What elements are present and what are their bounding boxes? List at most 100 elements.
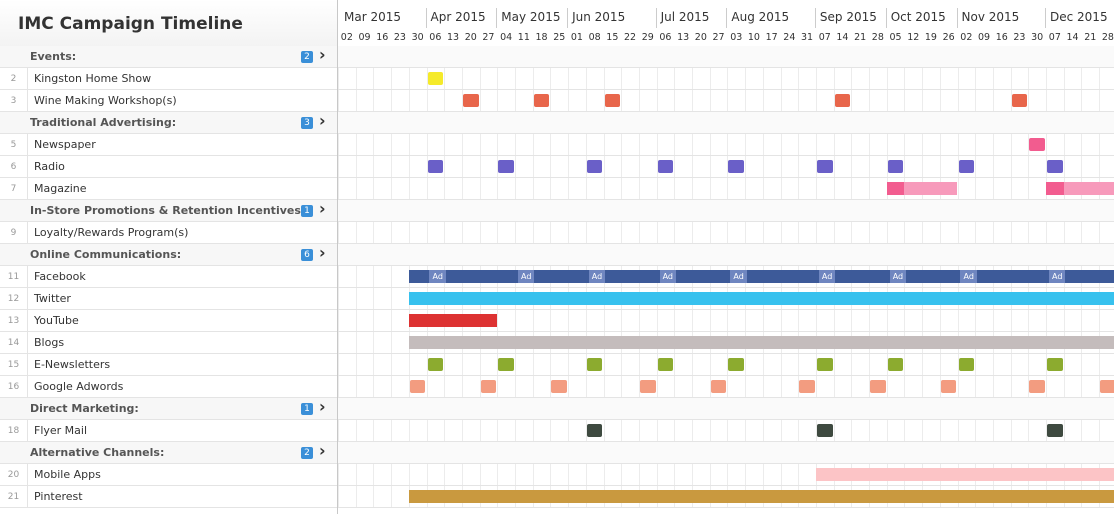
timeline-bar-e-newsletters[interactable] [958,358,975,371]
timeline-bar-e-newsletters[interactable] [887,358,904,371]
group-label: Direct Marketing: [30,402,139,415]
day-label: 12 [907,32,920,43]
group-row[interactable]: Traditional Advertising: 3 › [0,112,337,134]
task-row: 20 Mobile Apps [0,464,337,486]
ad-marker[interactable]: Ad [588,270,606,283]
timeline-bar-e-newsletters[interactable] [816,358,833,371]
timeline-bar-wine-making-workshop-s-[interactable] [1011,94,1028,107]
grid-row-line [338,67,1114,68]
timeline-bar-radio[interactable] [887,160,904,173]
timeline-bar-e-newsletters[interactable] [498,358,514,371]
ad-marker[interactable]: Ad [517,270,535,283]
ad-marker[interactable]: Ad [429,270,446,283]
timeline-bar-google-adwords[interactable] [1029,380,1045,393]
chevron-right-icon[interactable]: › [319,199,326,218]
ad-marker[interactable]: Ad [960,270,977,283]
timeline-bar-google-adwords[interactable] [710,380,727,393]
timeline-bar-flyer-mail[interactable] [586,424,603,437]
timeline-bar-wine-making-workshop-s-[interactable] [462,94,479,107]
timeline-bar-google-adwords[interactable] [480,380,497,393]
timeline-bar-radio[interactable] [498,160,514,173]
timeline-bar-radio[interactable] [586,160,603,173]
ad-marker[interactable]: Ad [659,270,677,283]
task-label: E-Newsletters [34,358,111,371]
day-label: 30 [1031,32,1044,43]
day-label: 18 [535,32,548,43]
timeline-bar-e-newsletters[interactable] [1047,358,1063,371]
chevron-right-icon[interactable]: › [319,111,326,130]
timeline-bar-pinterest[interactable] [408,490,1114,503]
timeline-bar-radio[interactable] [728,160,745,173]
timeline-bar-google-adwords[interactable] [940,380,957,393]
timeline-bar-wine-making-workshop-s-[interactable] [834,94,851,107]
timeline-bar-wine-making-workshop-s-[interactable] [533,94,550,107]
count-badge: 1 [301,205,313,217]
timeline-bar-magazine[interactable] [886,182,905,195]
grid-column-line [355,46,357,508]
group-row[interactable]: In-Store Promotions & Retention Incentiv… [0,200,337,222]
ad-marker[interactable]: Ad [730,270,747,283]
task-row: 18 Flyer Mail [0,420,337,442]
timeline-bar-newspaper[interactable] [1029,138,1045,151]
day-label: 16 [995,32,1008,43]
grid-row-line [338,463,1114,464]
month-divider [726,8,728,28]
timeline-bar-blogs[interactable] [408,336,1114,349]
task-label: Wine Making Workshop(s) [34,94,177,107]
group-row[interactable]: Alternative Channels: 2 › [0,442,337,464]
group-row-band [338,46,1114,67]
chevron-right-icon[interactable]: › [319,441,326,460]
timeline-bar-radio[interactable] [1047,160,1063,173]
timeline-bar-youtube[interactable] [408,314,498,327]
timeline-bar-google-adwords[interactable] [1100,380,1114,393]
timeline-bar-e-newsletters[interactable] [657,358,674,371]
timeline-bar-mobile-apps[interactable] [815,468,1114,481]
timeline-bar-magazine[interactable] [1063,182,1114,195]
timeline-bar-facebook[interactable]: Ad Ad Ad Ad Ad Ad Ad Ad Ad [408,270,1114,283]
ad-marker[interactable]: Ad [1048,270,1066,283]
timeline-bar-wine-making-workshop-s-[interactable] [604,94,621,107]
timeline-bar-google-adwords[interactable] [870,380,886,393]
timeline-bar-e-newsletters[interactable] [586,358,603,371]
timeline-bar-twitter[interactable] [408,292,1114,305]
grid-row-line [338,199,1114,200]
day-label: 02 [340,32,353,43]
task-label: Radio [34,160,65,173]
group-row[interactable]: Online Communications: 6 › [0,244,337,266]
timeline-bar-google-adwords[interactable] [639,380,656,393]
month-divider [885,8,887,28]
timeline-bar-google-adwords[interactable] [799,380,815,393]
day-label: 03 [730,32,743,43]
chevron-right-icon[interactable]: › [319,45,326,64]
task-label: YouTube [34,314,79,327]
group-label: Events: [30,50,77,63]
ad-marker[interactable]: Ad [889,270,907,283]
task-label: Mobile Apps [34,468,101,481]
month-divider [496,8,498,28]
timeline-bar-google-adwords[interactable] [551,380,568,393]
timeline-bar-magazine[interactable] [1046,182,1064,195]
timeline-bar-google-adwords[interactable] [409,380,426,393]
chevron-right-icon[interactable]: › [319,397,326,416]
day-label: 05 [889,32,902,43]
timeline-bar-radio[interactable] [816,160,833,173]
ad-marker[interactable]: Ad [818,270,836,283]
count-badge: 6 [301,249,313,261]
day-label: 07 [818,32,831,43]
timeline-bar-radio[interactable] [958,160,975,173]
timeline-bar-kingston-home-show[interactable] [427,72,444,85]
row-number: 13 [0,310,28,332]
timeline-bar-flyer-mail[interactable] [816,424,833,437]
timeline-bar-flyer-mail[interactable] [1047,424,1063,437]
timeline-bar-e-newsletters[interactable] [427,358,444,371]
timeline-bar-e-newsletters[interactable] [728,358,745,371]
timeline-bar-magazine[interactable] [904,182,958,195]
timeline-bar-radio[interactable] [427,160,444,173]
group-row[interactable]: Direct Marketing: 1 › [0,398,337,420]
timeline-grid[interactable]: Ad Ad Ad Ad Ad Ad Ad Ad Ad [338,46,1114,508]
group-row[interactable]: Events: 2 › [0,46,337,68]
task-row: 15 E-Newsletters [0,354,337,376]
chevron-right-icon[interactable]: › [319,243,326,262]
timeline-bar-radio[interactable] [657,160,674,173]
month-label: Apr 2015 [430,10,486,24]
